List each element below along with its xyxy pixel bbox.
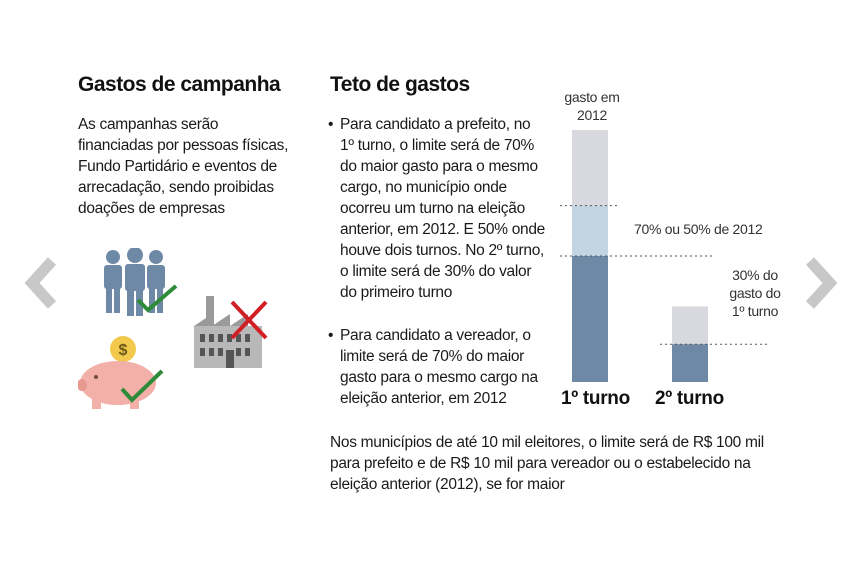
text-line: 1º turno, o limite será de 70% — [340, 137, 534, 154]
factory-cross-icon — [194, 296, 268, 368]
coin-symbol: $ — [119, 342, 128, 359]
bar-1-limite — [572, 256, 608, 382]
campaign-spending-title: Gastos de campanha — [78, 73, 281, 96]
text-line: para prefeito e de R$ 10 mil para veread… — [330, 455, 751, 472]
text-line: gasto para o mesmo cargo na — [340, 369, 538, 386]
text-line: anterior, em 2012. E 50% onde — [340, 221, 546, 238]
next-arrow-icon[interactable] — [800, 255, 840, 311]
text-line: Nos municípios de até 10 mil eleitores, … — [330, 434, 764, 451]
text-line: do maior gasto para o mesmo — [340, 158, 538, 175]
gasto-2012-label: gasto em 2012 — [562, 88, 622, 124]
bullet-dot: • — [328, 327, 334, 344]
bullet-prefeito: • Para candidato a prefeito, no 1º turno… — [328, 114, 548, 303]
text-line: Para candidato a prefeito, no — [340, 116, 531, 133]
label-line: 2012 — [577, 107, 607, 123]
text-line: houve dois turnos. No 2º turno, — [340, 242, 545, 259]
text-line: arrecadação, sendo proibidas — [78, 179, 274, 196]
text-line: eleição anterior (2012), se for maior — [330, 476, 565, 493]
text-line: do primeiro turno — [340, 284, 453, 301]
bullet-vereador: • Para candidato a vereador, o limite se… — [328, 325, 548, 409]
text-line: eleição anterior, em 2012 — [340, 390, 507, 407]
bullet-dot: • — [328, 116, 334, 133]
label-line: gasto em — [564, 89, 620, 105]
text-line: cargo, no município onde — [340, 179, 507, 196]
campaign-spending-text: As campanhas serão financiadas por pesso… — [78, 114, 308, 219]
category-label-1: 1º turno — [561, 388, 630, 409]
label-line: 30% do — [732, 267, 778, 283]
text-line: financiadas por pessoas físicas, — [78, 137, 289, 154]
spending-bar-chart — [560, 130, 770, 382]
people-check-icon — [104, 248, 178, 316]
category-label-2: 2º turno — [655, 388, 724, 409]
pct-2012-label: 70% ou 50% de 2012 — [634, 221, 763, 237]
piggy-bank-check-icon: $ — [78, 336, 164, 409]
pct-30-label: 30% do gasto do 1º turno — [720, 266, 790, 320]
bar-2-limite — [672, 344, 708, 382]
text-line: As campanhas serão — [78, 116, 219, 133]
small-municipality-note: Nos municípios de até 10 mil eleitores, … — [330, 432, 790, 495]
label-line: gasto do — [729, 285, 781, 301]
text-line: o limite será de 30% do valor — [340, 263, 532, 280]
text-line: Fundo Partidário e eventos de — [78, 158, 277, 175]
text-line: Para candidato a vereador, o — [340, 327, 531, 344]
text-line: limite será de 70% do maior — [340, 348, 525, 365]
spending-cap-title: Teto de gastos — [330, 73, 470, 96]
text-line: doações de empresas — [78, 200, 225, 217]
text-line: ocorreu um turno na eleição — [340, 200, 525, 217]
label-line: 1º turno — [731, 303, 779, 319]
prev-arrow-icon[interactable] — [22, 255, 62, 311]
